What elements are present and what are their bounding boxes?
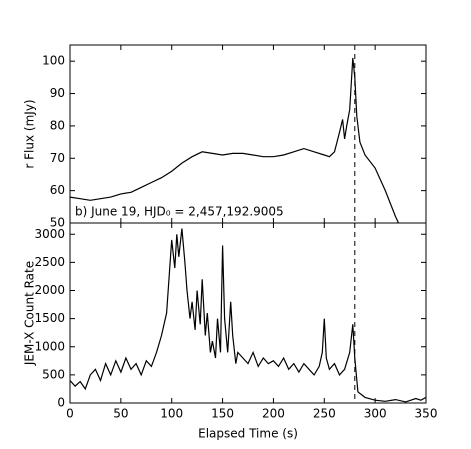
- x-tick-label: 0: [66, 407, 74, 421]
- x-axis-label: Elapsed Time (s): [198, 427, 298, 441]
- y-tick-label: 80: [50, 118, 65, 132]
- x-tick-label: 350: [415, 407, 438, 421]
- y-tick-label: 500: [42, 367, 65, 381]
- axes-frame: [69, 44, 427, 224]
- annotation: b) June 19, HJD₀ = 2,457,192.9005: [75, 205, 284, 219]
- axes-frame: [69, 222, 427, 404]
- x-tick-label: 50: [113, 407, 128, 421]
- y-tick-label: 0: [57, 396, 65, 410]
- y-tick-label: 1500: [34, 311, 65, 325]
- y-tick-label: 2500: [34, 255, 65, 269]
- x-tick-label: 150: [211, 407, 234, 421]
- y-tick-label: 2000: [34, 283, 65, 297]
- y-tick-label: 1000: [34, 339, 65, 353]
- x-tick-label: 300: [364, 407, 387, 421]
- data-line: [69, 228, 427, 403]
- x-tick-label: 250: [313, 407, 336, 421]
- y-axis-label: JEM-X Count Rate: [23, 261, 37, 366]
- x-tick-label: 200: [262, 407, 285, 421]
- y-tick-label: 60: [50, 183, 65, 197]
- y-tick-label: 50: [50, 216, 65, 230]
- y-tick-label: 90: [50, 86, 65, 100]
- data-line: [69, 57, 400, 224]
- y-tick-label: 3000: [34, 227, 65, 241]
- x-tick-label: 100: [160, 407, 183, 421]
- y-axis-label: r Flux (mJy): [23, 99, 37, 168]
- y-tick-label: 70: [50, 151, 65, 165]
- y-tick-label: 100: [42, 54, 65, 68]
